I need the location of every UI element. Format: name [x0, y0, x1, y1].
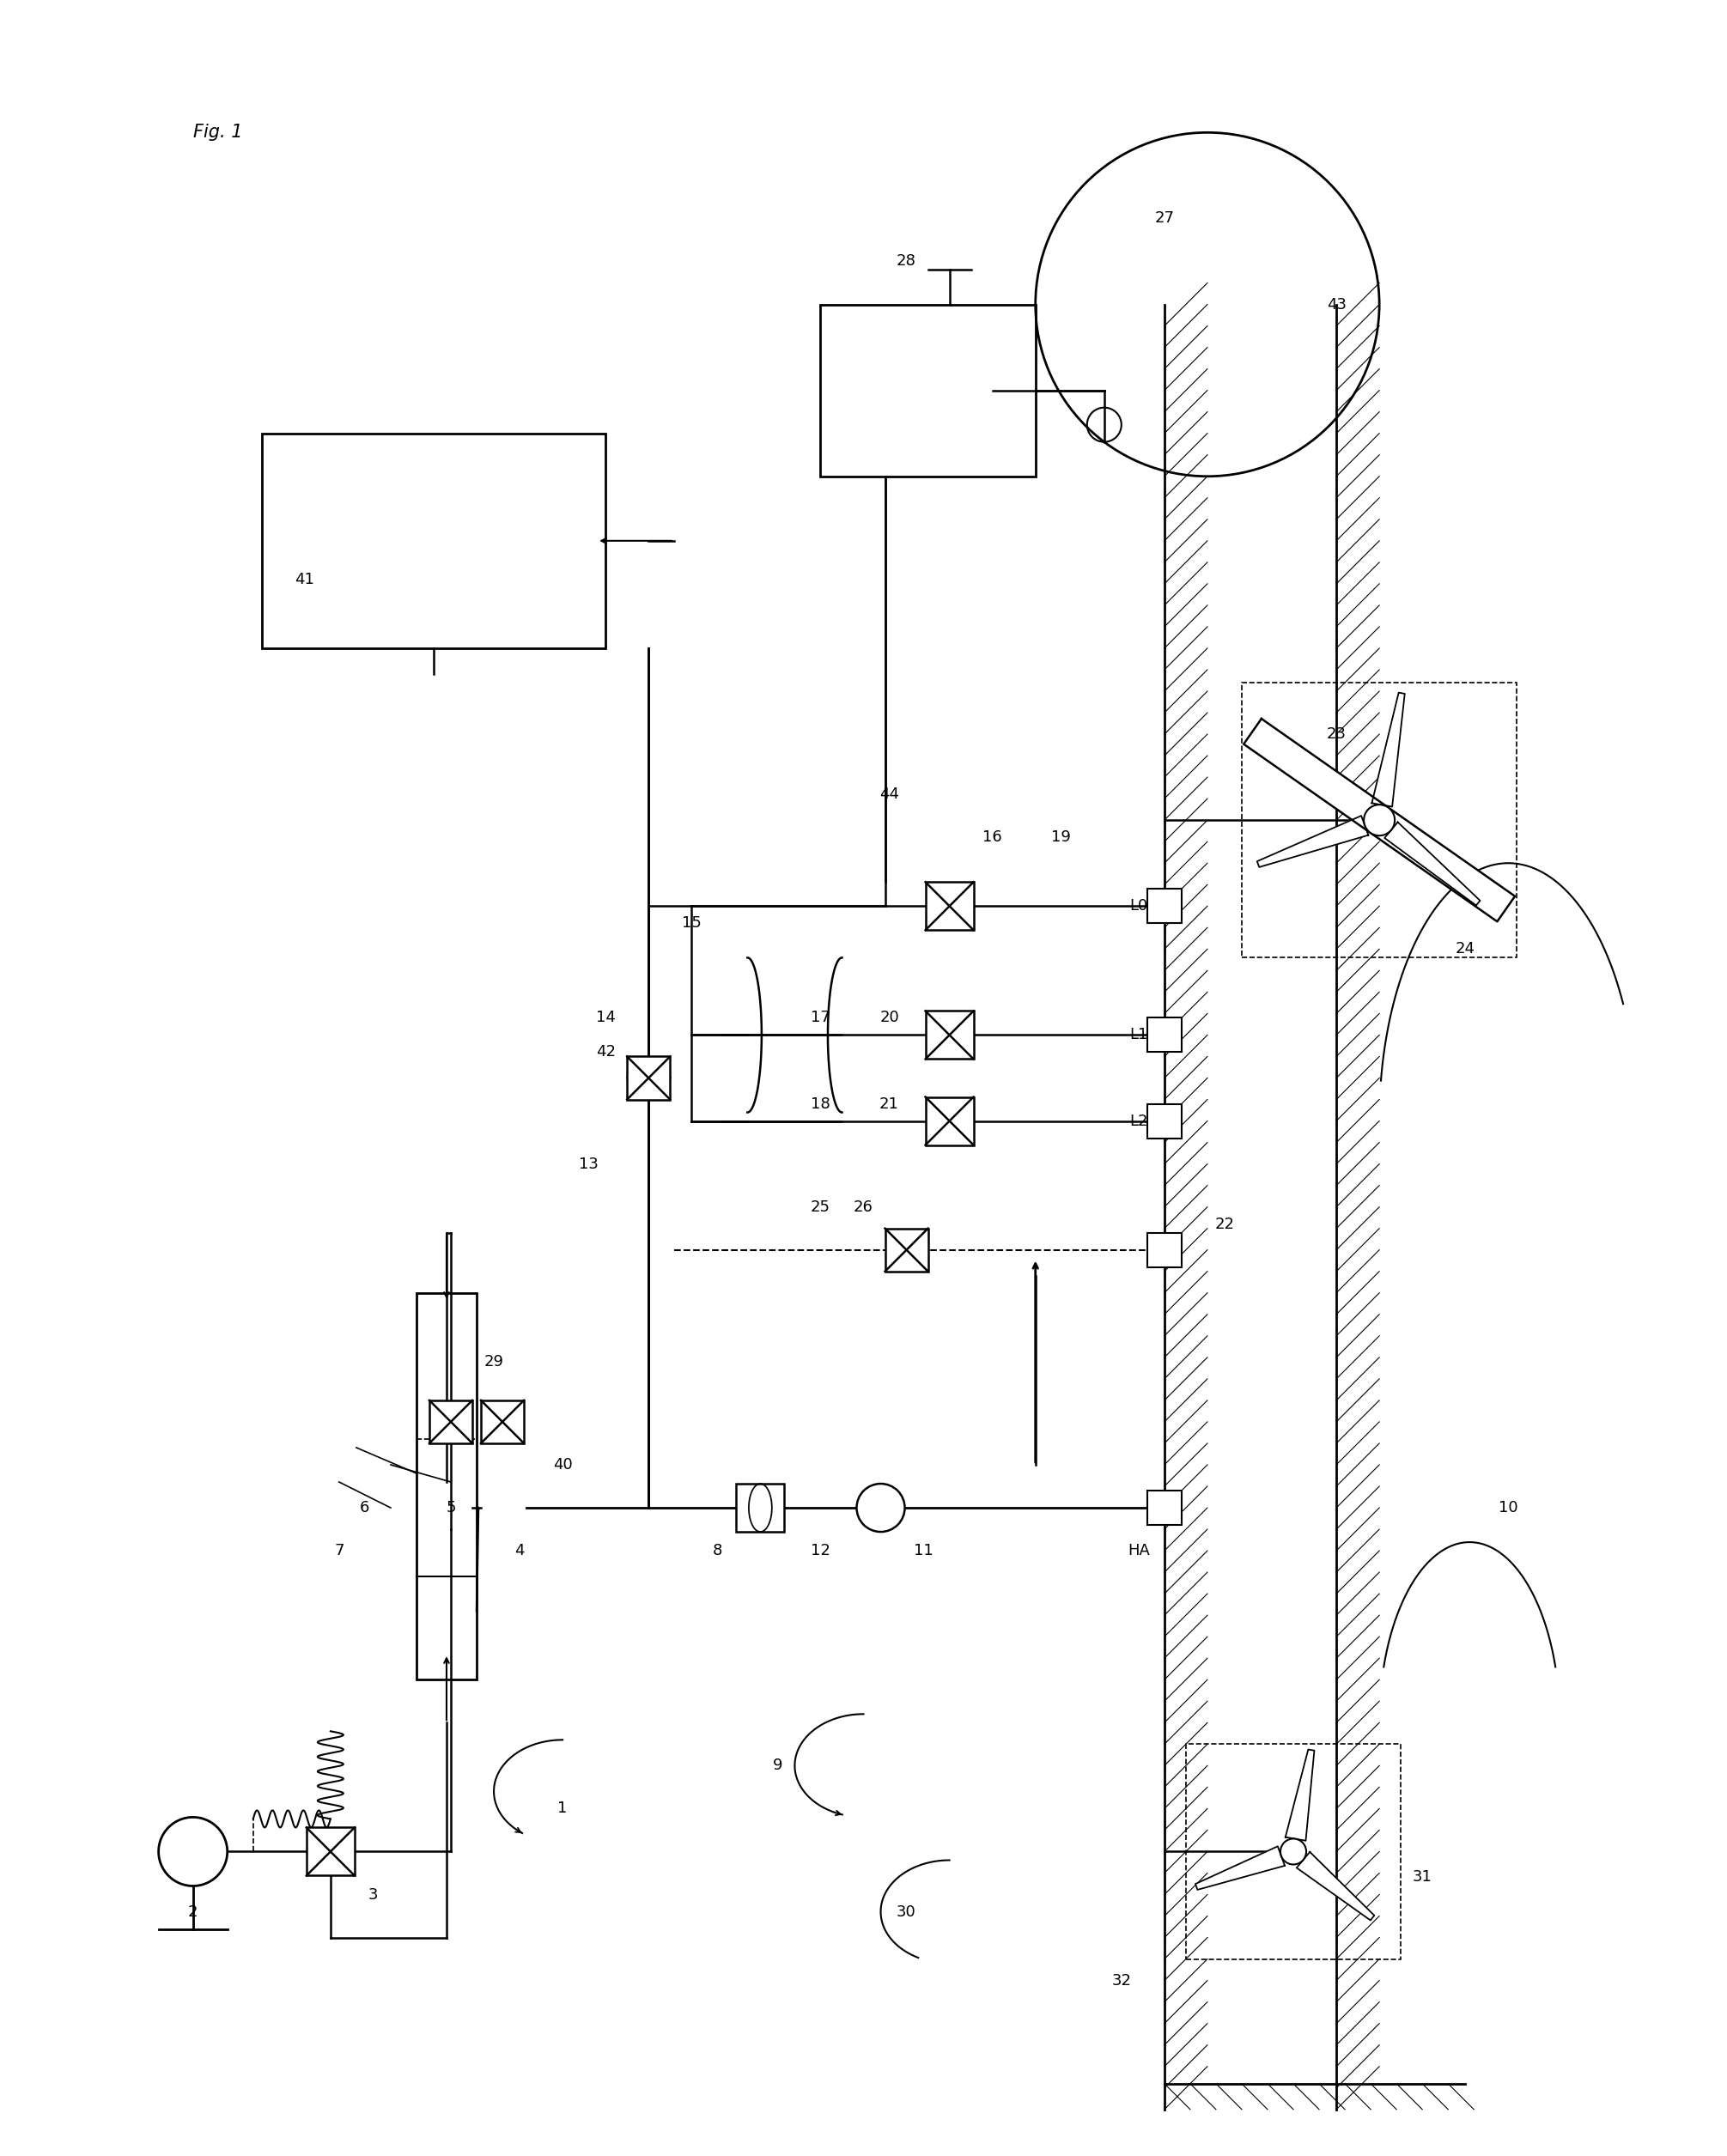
Bar — [1242, 683, 1516, 957]
Text: 13: 13 — [579, 1156, 598, 1171]
Text: 14: 14 — [596, 1011, 615, 1026]
Text: 16: 16 — [983, 830, 1002, 845]
Text: 22: 22 — [1214, 1216, 1235, 1231]
Text: 43: 43 — [1326, 298, 1347, 313]
Polygon shape — [1257, 815, 1368, 867]
Circle shape — [857, 1483, 905, 1531]
Text: 28: 28 — [896, 254, 917, 270]
Polygon shape — [1285, 1749, 1314, 1841]
Text: 15: 15 — [682, 916, 701, 931]
Bar — [480, 1401, 523, 1442]
Bar — [926, 1011, 974, 1059]
Bar — [627, 1056, 670, 1100]
Text: 5: 5 — [446, 1501, 456, 1516]
Bar — [416, 1294, 477, 1680]
Text: 8: 8 — [713, 1544, 722, 1559]
Text: 20: 20 — [879, 1011, 900, 1026]
Polygon shape — [1243, 718, 1515, 921]
Text: 24: 24 — [1456, 942, 1475, 957]
Bar — [820, 304, 1036, 476]
Text: 41: 41 — [295, 571, 314, 586]
Bar — [1147, 1490, 1181, 1524]
Text: 4: 4 — [515, 1544, 525, 1559]
Text: 29: 29 — [484, 1354, 504, 1369]
Bar — [884, 1229, 927, 1272]
Bar — [1147, 1104, 1181, 1138]
Text: 25: 25 — [810, 1199, 831, 1214]
Bar — [1147, 1018, 1181, 1052]
Text: L0: L0 — [1129, 899, 1148, 914]
Text: Fig. 1: Fig. 1 — [193, 123, 242, 140]
Text: 11: 11 — [914, 1544, 934, 1559]
Text: 27: 27 — [1155, 211, 1174, 226]
Bar — [1147, 888, 1181, 923]
Text: HA: HA — [1128, 1544, 1150, 1559]
Bar — [736, 1483, 784, 1531]
Text: 18: 18 — [810, 1095, 831, 1112]
Bar — [926, 1097, 974, 1145]
Polygon shape — [1371, 692, 1404, 806]
Bar — [306, 1828, 354, 1876]
Circle shape — [1280, 1839, 1306, 1865]
Text: 19: 19 — [1052, 830, 1071, 845]
Bar — [430, 1401, 473, 1442]
Text: 21: 21 — [879, 1095, 900, 1112]
Text: 30: 30 — [896, 1904, 917, 1919]
Text: 31: 31 — [1413, 1869, 1432, 1884]
Bar — [1147, 1233, 1181, 1268]
Polygon shape — [1195, 1846, 1285, 1891]
Text: 40: 40 — [553, 1457, 572, 1473]
Text: 3: 3 — [368, 1886, 378, 1902]
Text: 1: 1 — [558, 1800, 568, 1815]
Text: 42: 42 — [596, 1044, 615, 1061]
Circle shape — [1364, 804, 1395, 837]
Text: 44: 44 — [879, 787, 900, 802]
Text: 9: 9 — [772, 1757, 782, 1774]
Text: 26: 26 — [853, 1199, 874, 1214]
Text: L2: L2 — [1129, 1112, 1148, 1130]
Text: 6: 6 — [359, 1501, 370, 1516]
Text: 7: 7 — [333, 1544, 344, 1559]
Bar — [926, 882, 974, 929]
Text: 23: 23 — [1326, 727, 1347, 742]
Text: 12: 12 — [810, 1544, 831, 1559]
Bar — [263, 433, 606, 649]
Text: L1: L1 — [1129, 1026, 1148, 1044]
Polygon shape — [1297, 1852, 1375, 1921]
Text: 10: 10 — [1499, 1501, 1518, 1516]
Text: 32: 32 — [1112, 1973, 1131, 1988]
Text: 2: 2 — [188, 1904, 199, 1919]
Bar — [1186, 1744, 1401, 1960]
Polygon shape — [1385, 821, 1480, 906]
Text: 17: 17 — [810, 1011, 831, 1026]
